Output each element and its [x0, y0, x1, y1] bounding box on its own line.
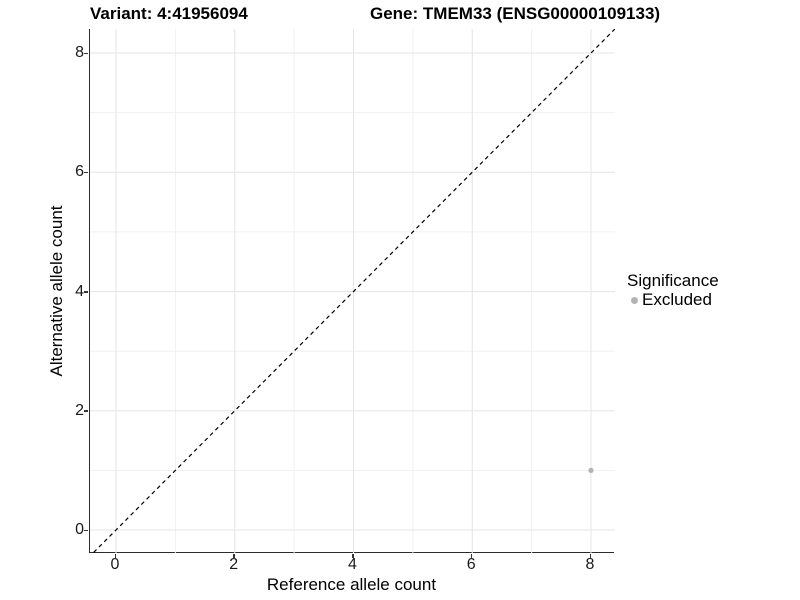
y-tick-mark [84, 291, 88, 293]
y-tick-mark [84, 410, 88, 412]
legend-entries: Excluded [627, 291, 719, 309]
x-tick-mark [352, 554, 354, 558]
y-tick-mark [84, 52, 88, 54]
x-tick-label: 0 [110, 556, 120, 573]
x-tick-label: 4 [348, 556, 357, 573]
y-tick-label: 6 [75, 163, 84, 181]
x-tick-label: 6 [466, 556, 476, 573]
plot-canvas [90, 29, 615, 553]
y-axis-title: Alternative allele count [47, 205, 66, 377]
plot-title-gene: Gene: TMEM33 (ENSG00000109133) [370, 4, 661, 23]
y-tick-label: 2 [75, 401, 84, 419]
x-tick-mark [470, 554, 473, 558]
legend-point-icon [630, 296, 638, 304]
x-axis-title: Reference allele count [266, 575, 437, 594]
data-point [588, 467, 594, 473]
identity-line [92, 29, 615, 553]
plot-panel [89, 29, 615, 553]
x-tick-mark [114, 554, 116, 558]
y-tick-label: 0 [75, 521, 84, 538]
y-tick-mark [84, 529, 88, 531]
legend-title: Significance [627, 271, 719, 290]
x-tick-label: 2 [229, 556, 239, 573]
y-tick-label: 4 [75, 282, 84, 300]
legend: Significance Excluded [627, 271, 719, 309]
plot-title-variant: Variant: 4:41956094 [90, 4, 248, 23]
legend-entry: Excluded [627, 291, 719, 309]
x-tick-mark [589, 554, 591, 558]
y-tick-label: 8 [75, 44, 84, 61]
y-tick-mark [84, 171, 88, 174]
legend-entry-label: Excluded [642, 290, 712, 309]
legend-key [627, 293, 641, 307]
x-tick-mark [233, 554, 235, 558]
x-tick-label: 8 [585, 556, 595, 573]
